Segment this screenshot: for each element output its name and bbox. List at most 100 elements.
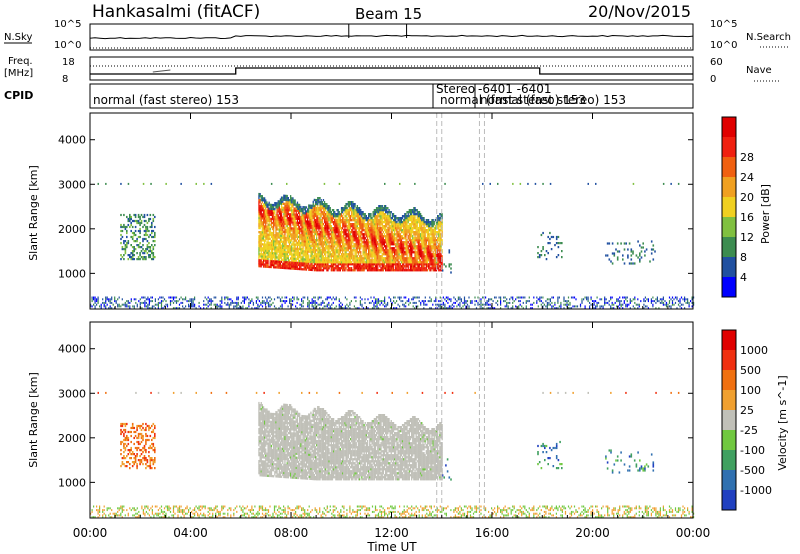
heatmap-cell (121, 229, 124, 233)
heatmap-cell (327, 217, 329, 220)
heatmap-cell (280, 228, 283, 231)
heatmap-cell (395, 229, 397, 232)
heatmap-cell (129, 219, 131, 223)
heatmap-cell (278, 212, 280, 215)
heatmap-cell (329, 215, 331, 218)
heatmap-cell (277, 208, 279, 211)
heatmap-cell (309, 218, 311, 221)
heatmap-cell (399, 265, 401, 268)
heatmap-cell (131, 225, 134, 229)
heatmap-cell (286, 231, 288, 234)
heatmap-cell (127, 258, 130, 261)
heatmap-cell (279, 226, 282, 229)
heatmap-cell (307, 220, 309, 223)
heatmap-cell (424, 235, 426, 238)
heatmap-cell (285, 196, 287, 200)
heatmap-cell (642, 242, 644, 245)
heatmap-cell (433, 223, 435, 226)
heatmap-cell (363, 261, 365, 264)
heatmap-cell (323, 231, 326, 234)
heatmap-cell (378, 233, 380, 236)
heatmap-cell (377, 241, 379, 244)
heatmap-cell (347, 205, 349, 208)
heatmap-cell (379, 217, 381, 220)
heatmap-cell (299, 227, 301, 231)
heatmap-cell (395, 269, 397, 272)
heatmap-cell (333, 249, 335, 252)
heatmap-cell (374, 239, 377, 242)
heatmap-cell (321, 247, 323, 250)
heatmap-cell (391, 241, 394, 244)
heatmap-cell (405, 231, 407, 234)
heatmap-cell (284, 236, 286, 240)
heatmap-cell (424, 251, 426, 254)
heatmap-cell (283, 218, 285, 221)
heatmap-cell (302, 224, 304, 227)
heatmap-cell (357, 267, 360, 270)
heatmap-cell (343, 237, 345, 240)
heatmap-cell (399, 237, 401, 240)
heatmap-cell (264, 253, 266, 256)
heatmap-cell (348, 215, 351, 218)
heatmap-cell (258, 200, 260, 204)
heatmap-cell (431, 227, 433, 230)
heatmap-cell (378, 261, 380, 264)
heatmap-cell (364, 249, 366, 252)
heatmap-cell (379, 235, 381, 238)
heatmap-cell (266, 231, 268, 234)
heatmap-cell (386, 217, 388, 220)
heatmap-cell (327, 235, 329, 238)
heatmap-cell (282, 200, 284, 203)
heatmap-cell (294, 225, 296, 228)
heatmap-cell (388, 211, 390, 214)
heatmap-cell (280, 232, 283, 235)
heatmap-cell (371, 217, 373, 220)
heatmap-cell (302, 236, 304, 239)
heatmap-cell (623, 262, 626, 265)
heatmap-cell (625, 242, 627, 245)
heatmap-cell (318, 245, 320, 248)
heatmap-cell (268, 251, 270, 254)
heatmap-cell (297, 259, 300, 263)
heatmap-cell (278, 252, 280, 255)
heatmap-cell (346, 209, 348, 212)
heatmap-cell (260, 197, 262, 200)
heatmap-cell (427, 239, 430, 242)
heatmap-cell (355, 219, 357, 222)
heatmap-cell (401, 223, 404, 226)
heatmap-cell (439, 247, 441, 250)
heatmap-cell (372, 251, 374, 254)
heatmap-cell (317, 249, 319, 252)
heatmap-cell (140, 221, 143, 225)
heatmap-cell (344, 265, 346, 268)
heatmap-cell (395, 227, 397, 230)
heatmap-cell (421, 253, 423, 256)
heatmap-cell (347, 259, 349, 262)
heatmap-cell (316, 235, 318, 238)
heatmap-cell (312, 264, 314, 268)
heatmap-cell (259, 263, 261, 266)
heatmap-cell (321, 245, 323, 248)
heatmap-cell (258, 214, 260, 218)
heatmap-cell (381, 215, 383, 218)
heatmap-cell (381, 237, 383, 240)
heatmap-cell (275, 216, 277, 219)
heatmap-cell (611, 252, 614, 255)
heatmap-cell (369, 219, 371, 222)
heatmap-cell (265, 251, 267, 254)
heatmap-cell (285, 254, 287, 258)
heatmap-cell (320, 209, 322, 212)
heatmap-cell (342, 267, 344, 270)
heatmap-cell (421, 217, 423, 220)
heatmap-cell (356, 213, 358, 216)
heatmap-cell (274, 238, 276, 241)
heatmap-cell (269, 253, 271, 257)
heatmap-cell (312, 208, 314, 211)
heatmap-cell (291, 233, 293, 236)
heatmap-cell (331, 237, 334, 240)
heatmap-cell (316, 229, 318, 232)
heatmap-cell (293, 221, 295, 224)
heatmap-cell (335, 255, 337, 258)
heatmap-cell (123, 254, 125, 257)
heatmap-cell (371, 249, 373, 252)
